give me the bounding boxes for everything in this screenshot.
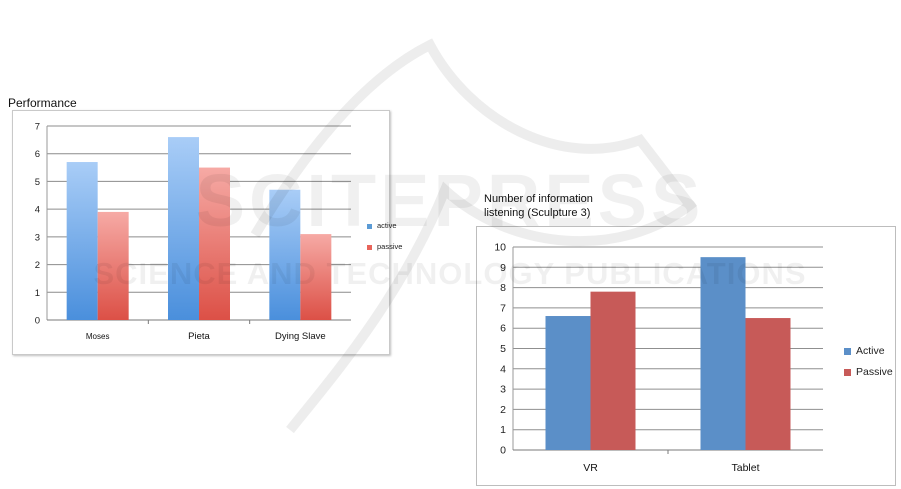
chart2-ytick-label: 1 — [500, 424, 506, 436]
chart2-bar-active — [545, 316, 591, 450]
chart1-bar-active — [66, 162, 98, 320]
chart1-legend-label: passive — [377, 242, 402, 251]
chart2-ytick-label: 5 — [500, 343, 506, 355]
chart2-legend-swatch — [844, 369, 851, 376]
chart2-ytick-label: 3 — [500, 384, 506, 396]
chart2-category-label: VR — [583, 462, 598, 474]
chart2-ytick-label: 6 — [500, 323, 506, 335]
chart1-legend-swatch — [367, 245, 372, 250]
chart2-legend-label: Passive — [856, 366, 893, 378]
chart2-category-label: Tablet — [731, 462, 759, 474]
chart1-bar-passive — [97, 211, 129, 320]
chart2-ytick-label: 2 — [500, 404, 506, 416]
chart2-legend-swatch — [844, 348, 851, 355]
chart2-bar-active — [700, 257, 746, 450]
chart1-bar-active — [168, 137, 199, 320]
chart1-legend-label: active — [377, 221, 397, 230]
chart2-bar-passive — [745, 318, 791, 450]
chart2-ytick-label: 4 — [500, 363, 506, 375]
chart1-ytick-label: 1 — [35, 288, 40, 299]
chart1-ytick-label: 3 — [35, 232, 40, 243]
chart1-bar-passive — [199, 167, 230, 320]
chart1-ytick-label: 5 — [35, 177, 40, 188]
chart1-category-label: Moses — [86, 332, 110, 341]
chart1-category-label: Pieta — [188, 331, 210, 342]
chart2-frame: 0 1 2 3 4 5 6 7 8 9 10 VR Tablet Active Passive — [476, 226, 896, 486]
chart2-ytick-label: 10 — [494, 242, 506, 254]
chart2-bar-passive — [590, 291, 636, 450]
chart1-plot: 0 1 2 3 4 5 6 7 Moses Pieta Dying Slave active passi… — [35, 122, 403, 343]
chart1-ytick-label: 2 — [35, 260, 40, 271]
chart2-title: Number of information listening (Sculptu… — [484, 192, 634, 220]
chart1-category-label: Dying Slave — [275, 331, 326, 342]
chart1-bar-passive — [300, 234, 332, 320]
chart1-ytick-label: 6 — [35, 149, 40, 160]
chart2-title-line2: listening (Sculpture 3) — [484, 207, 591, 219]
chart1-bar-active — [269, 189, 301, 320]
chart2-ytick-label: 7 — [500, 302, 506, 314]
chart1-ytick-label: 4 — [35, 205, 40, 216]
chart1-ytick-label: 0 — [35, 316, 40, 327]
chart2-plot: 0 1 2 3 4 5 6 7 8 9 10 VR Tablet Active Passive — [494, 242, 893, 475]
chart1-frame: 0 1 2 3 4 5 6 7 Moses Pieta Dying Slave active passi… — [12, 110, 403, 355]
chart2-legend-label: Active — [856, 345, 885, 357]
chart1-ytick-label: 7 — [35, 122, 40, 133]
chart1-legend-swatch — [367, 224, 372, 229]
chart2-title-line1: Number of information — [484, 193, 593, 205]
chart2-ytick-label: 0 — [500, 445, 506, 457]
chart2-ytick-label: 9 — [500, 262, 506, 274]
chart1-title: Performance — [8, 96, 77, 110]
chart2-ytick-label: 8 — [500, 282, 506, 294]
